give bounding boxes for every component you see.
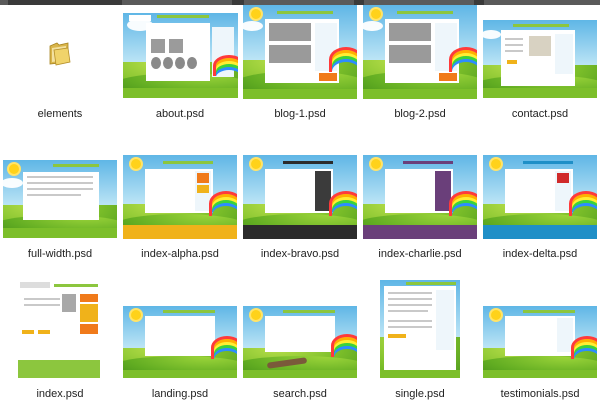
file-label: search.psd (273, 388, 327, 400)
file-label: full-width.psd (27, 248, 93, 260)
psd-thumbnail (483, 306, 597, 378)
file-item-search[interactable]: search.psd (240, 280, 360, 415)
file-label: blog-1.psd (274, 108, 326, 120)
window-top-edge (0, 0, 600, 5)
file-label: about.psd (155, 108, 205, 120)
psd-thumbnail (18, 280, 100, 378)
top-edge-segment (484, 0, 600, 5)
file-item-index-delta[interactable]: index-delta.psd (480, 140, 600, 275)
top-edge-segment (0, 0, 8, 5)
file-item-blog-2[interactable]: blog-2.psd (360, 0, 480, 135)
file-label: index-charlie.psd (378, 248, 462, 260)
psd-thumbnail (243, 5, 357, 99)
file-item-full-width[interactable]: full-width.psd (0, 140, 120, 275)
file-item-index-charlie[interactable]: index-charlie.psd (360, 140, 480, 275)
psd-thumbnail (380, 280, 460, 378)
file-label: index-delta.psd (502, 248, 578, 260)
file-label: index-alpha.psd (141, 248, 219, 260)
psd-thumbnail (123, 306, 237, 378)
folder-icon (48, 40, 72, 66)
psd-thumbnail (243, 306, 357, 378)
file-item-single[interactable]: single.psd (360, 280, 480, 415)
psd-thumbnail (123, 13, 238, 98)
file-label: index.psd (36, 388, 84, 400)
psd-thumbnail (363, 5, 477, 99)
psd-thumbnail (243, 155, 357, 239)
top-edge-segment (244, 0, 354, 5)
file-label: contact.psd (511, 108, 569, 120)
file-item-elements[interactable]: elements (0, 0, 120, 135)
psd-thumbnail (483, 155, 597, 239)
file-label: landing.psd (151, 388, 209, 400)
psd-thumbnail (483, 20, 597, 98)
file-label: elements (37, 108, 83, 120)
top-edge-segment (364, 0, 474, 5)
file-item-landing[interactable]: landing.psd (120, 280, 240, 415)
psd-thumbnail (363, 155, 477, 239)
file-label: single.psd (395, 388, 445, 400)
file-item-testimonials[interactable]: testimonials.psd (480, 280, 600, 415)
file-item-blog-1[interactable]: blog-1.psd (240, 0, 360, 135)
file-item-contact[interactable]: contact.psd (480, 0, 600, 135)
psd-thumbnail (3, 160, 117, 238)
file-item-index-bravo[interactable]: index-bravo.psd (240, 140, 360, 275)
psd-thumbnail (123, 155, 237, 239)
file-item-about[interactable]: about.psd (120, 0, 240, 135)
file-label: testimonials.psd (500, 388, 580, 400)
file-item-index[interactable]: index.psd (0, 280, 120, 415)
top-edge-segment (122, 0, 232, 5)
file-label: index-bravo.psd (260, 248, 340, 260)
file-item-index-alpha[interactable]: index-alpha.psd (120, 140, 240, 275)
file-label: blog-2.psd (394, 108, 446, 120)
